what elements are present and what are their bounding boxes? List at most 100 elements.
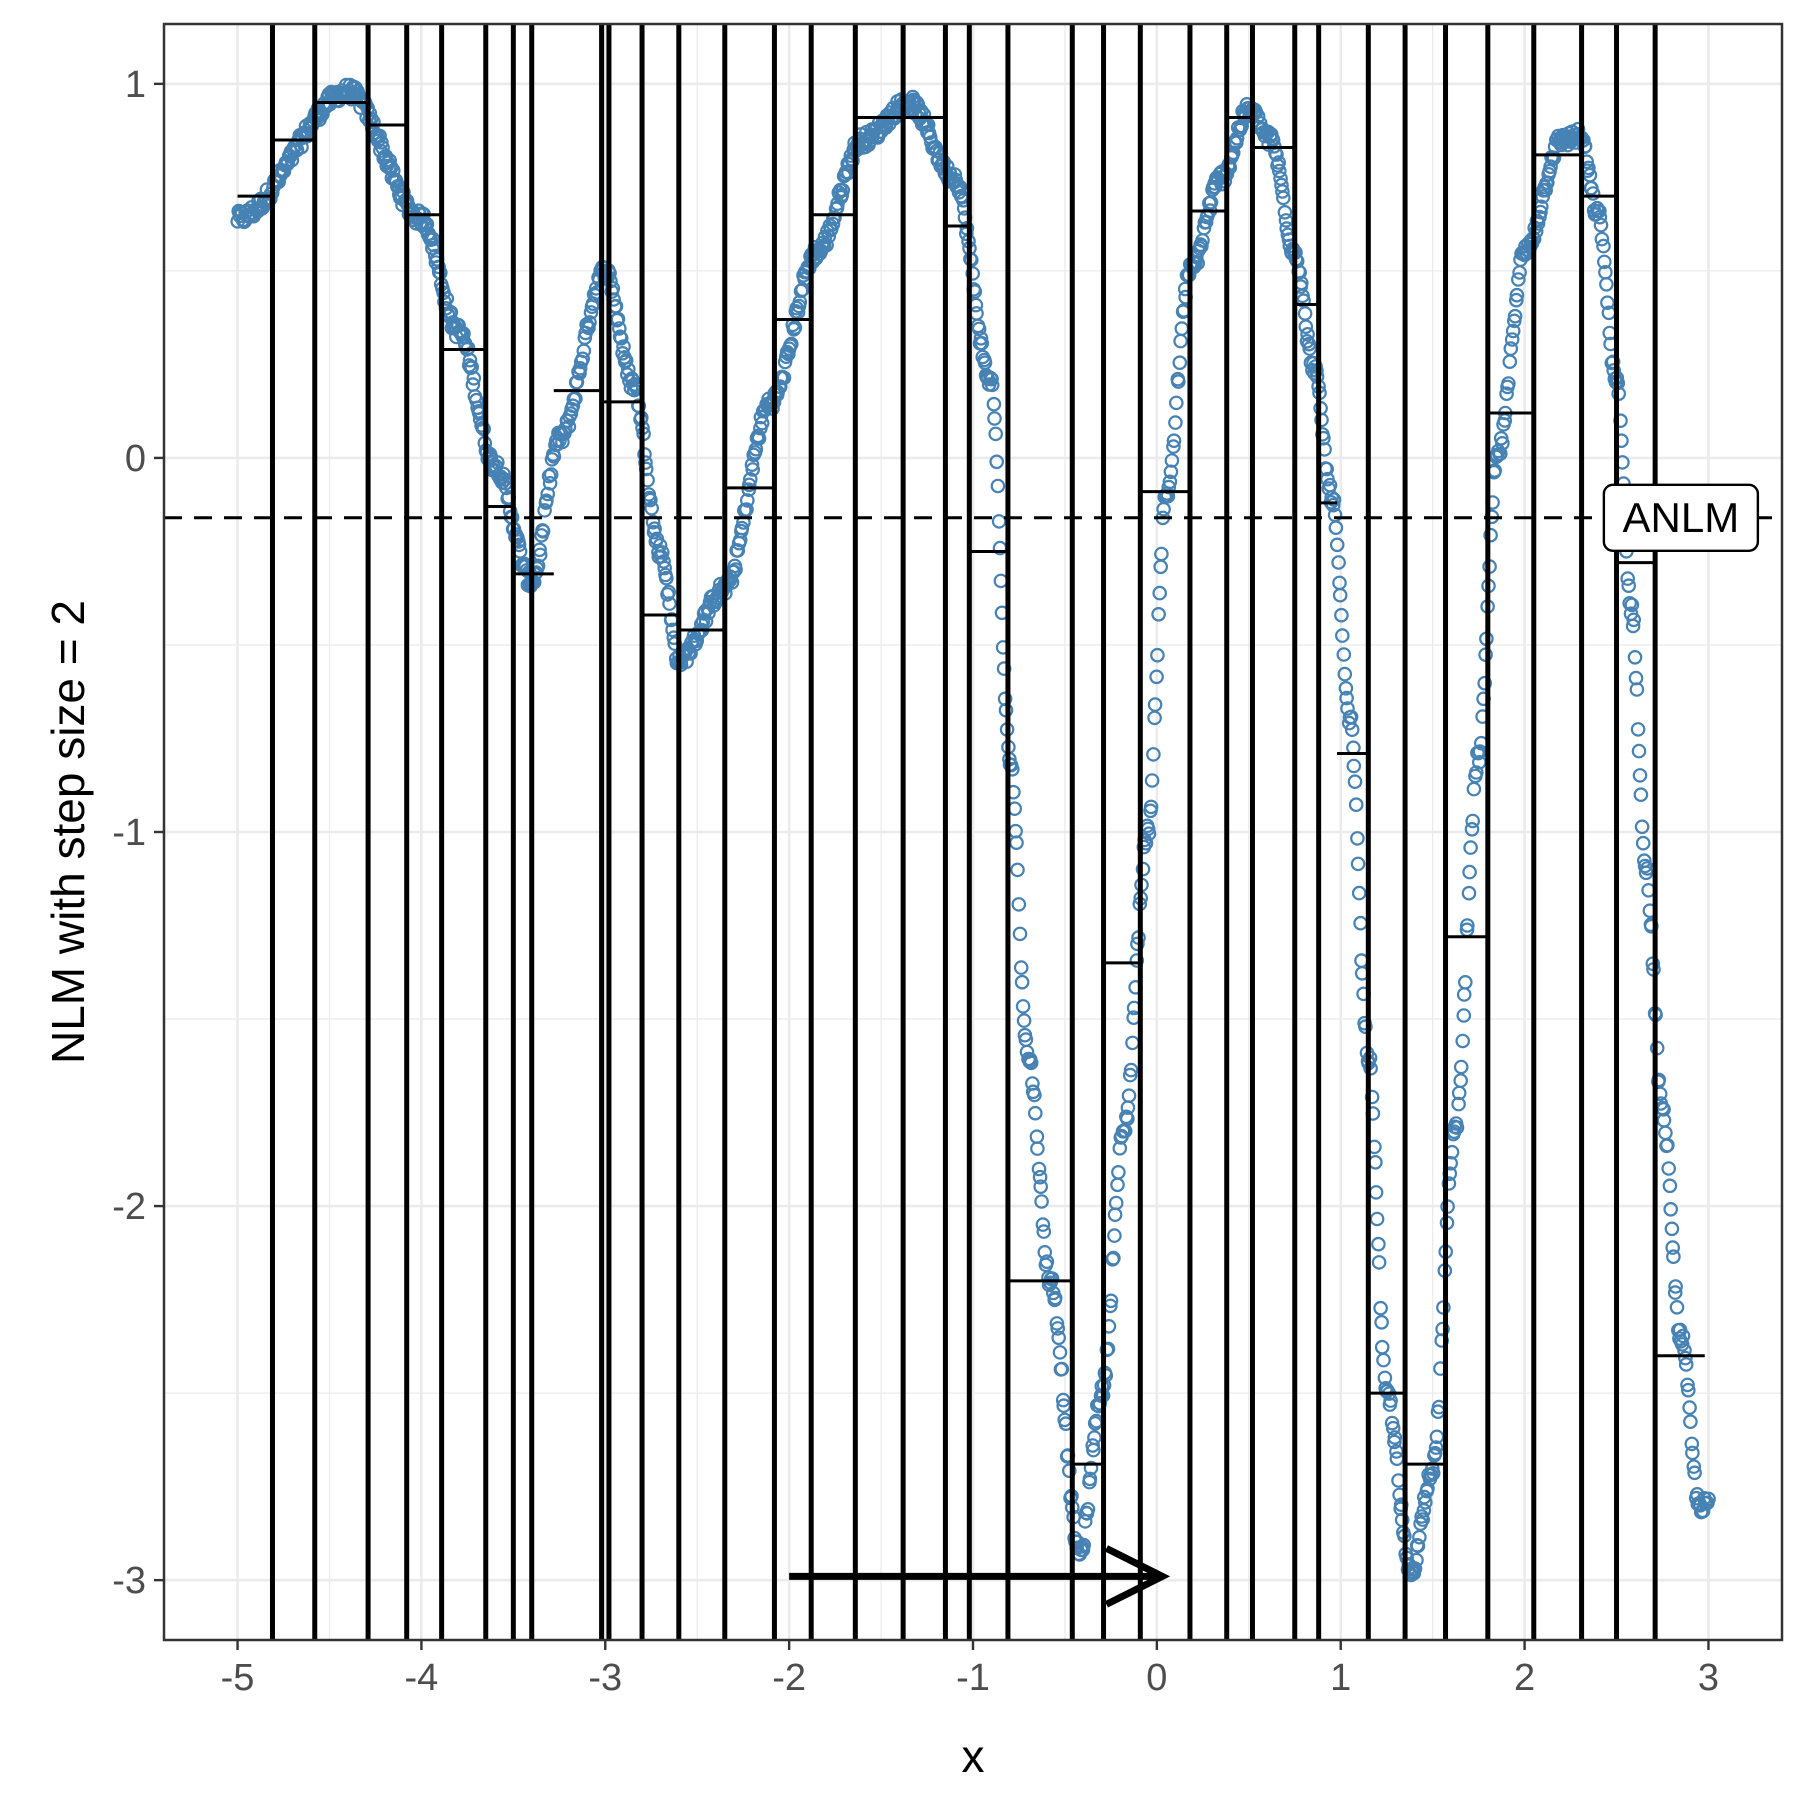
data-point <box>1368 1155 1383 1170</box>
data-point <box>1033 1179 1048 1194</box>
data-point <box>1665 1240 1680 1255</box>
data-point <box>1034 1194 1049 1209</box>
data-point <box>751 431 767 446</box>
data-point <box>1314 412 1329 428</box>
data-point <box>1110 1177 1125 1193</box>
data-point <box>1420 1481 1435 1496</box>
data-point <box>1624 597 1640 613</box>
data-point <box>1461 885 1477 901</box>
data-point <box>462 352 478 368</box>
data-point <box>1161 479 1177 495</box>
data-point <box>1456 1008 1472 1023</box>
data-point <box>638 455 653 470</box>
data-point <box>1543 159 1558 174</box>
data-point <box>1620 571 1635 586</box>
data-point <box>1111 1165 1126 1180</box>
data-point <box>555 434 570 450</box>
data-point <box>1678 1350 1693 1366</box>
data-point <box>1332 587 1348 603</box>
data-point <box>1634 819 1650 835</box>
data-point <box>1032 1169 1048 1185</box>
data-point <box>787 320 803 335</box>
data-point <box>1667 1285 1683 1300</box>
data-point <box>1453 1059 1469 1075</box>
data-point <box>1121 1088 1137 1103</box>
data-point <box>1681 1382 1696 1398</box>
y-tick-label: 1 <box>125 64 146 106</box>
data-point <box>1340 701 1355 716</box>
data-point <box>819 237 834 253</box>
data-point <box>658 570 674 586</box>
data-point <box>1278 213 1294 228</box>
data-point <box>1651 1072 1667 1088</box>
data-point <box>654 545 670 560</box>
data-point <box>1470 745 1486 761</box>
data-point <box>575 351 590 367</box>
data-point <box>1054 1361 1070 1377</box>
y-tick-label: 0 <box>125 438 146 480</box>
data-point <box>741 477 757 493</box>
y-tick-label: -3 <box>112 1560 146 1602</box>
data-point <box>1374 1339 1390 1355</box>
data-point <box>1683 1414 1698 1429</box>
data-point <box>656 554 671 569</box>
data-point <box>1151 606 1166 622</box>
data-point <box>616 339 631 354</box>
data-point <box>990 478 1006 494</box>
data-point <box>988 426 1003 442</box>
data-point <box>1596 238 1611 254</box>
data-point <box>1014 974 1030 990</box>
data-point <box>572 360 588 376</box>
data-point <box>1030 1141 1045 1156</box>
data-point <box>1016 1013 1032 1028</box>
data-point <box>1010 862 1025 878</box>
data-point <box>1504 332 1520 347</box>
data-point <box>1373 1300 1388 1316</box>
data-point <box>1044 1271 1060 1286</box>
data-point <box>1630 722 1646 737</box>
data-point <box>1171 374 1186 389</box>
data-point <box>568 391 583 406</box>
data-point <box>543 467 559 482</box>
data-point <box>1585 186 1601 201</box>
data-point <box>1407 1561 1423 1576</box>
data-point <box>1409 1552 1424 1568</box>
data-point <box>1593 217 1609 233</box>
data-point <box>1637 858 1653 874</box>
data-point <box>1347 774 1363 789</box>
data-point <box>1631 743 1647 759</box>
data-point <box>734 520 750 536</box>
data-point <box>1328 520 1344 535</box>
data-point <box>1129 953 1145 968</box>
data-point <box>1669 1300 1685 1315</box>
data-point <box>431 259 446 275</box>
data-point <box>1509 292 1524 308</box>
data-point <box>1339 690 1354 706</box>
data-point <box>1462 864 1477 880</box>
grid-layer <box>164 24 1782 1640</box>
data-point <box>1052 1345 1068 1360</box>
data-point <box>1147 710 1162 726</box>
data-point <box>1344 722 1360 737</box>
data-point <box>1503 341 1519 356</box>
data-point <box>1194 238 1209 254</box>
reference-line-layer: ANLM <box>164 483 1782 552</box>
data-point <box>1035 1217 1051 1232</box>
data-point <box>730 543 746 558</box>
data-point <box>1387 1434 1402 1450</box>
data-point <box>1154 546 1169 562</box>
data-point <box>1039 1254 1055 1269</box>
data-point <box>1028 1105 1043 1121</box>
data-point <box>1662 1178 1678 1194</box>
data-point <box>739 493 755 508</box>
x-tick-label: 0 <box>1146 1657 1167 1699</box>
data-point <box>1664 1221 1680 1237</box>
data-point <box>783 336 799 352</box>
data-point <box>1149 669 1164 685</box>
data-point <box>581 320 596 336</box>
data-point <box>1029 1129 1045 1144</box>
data-point <box>1465 813 1480 829</box>
data-point <box>1684 1436 1700 1452</box>
